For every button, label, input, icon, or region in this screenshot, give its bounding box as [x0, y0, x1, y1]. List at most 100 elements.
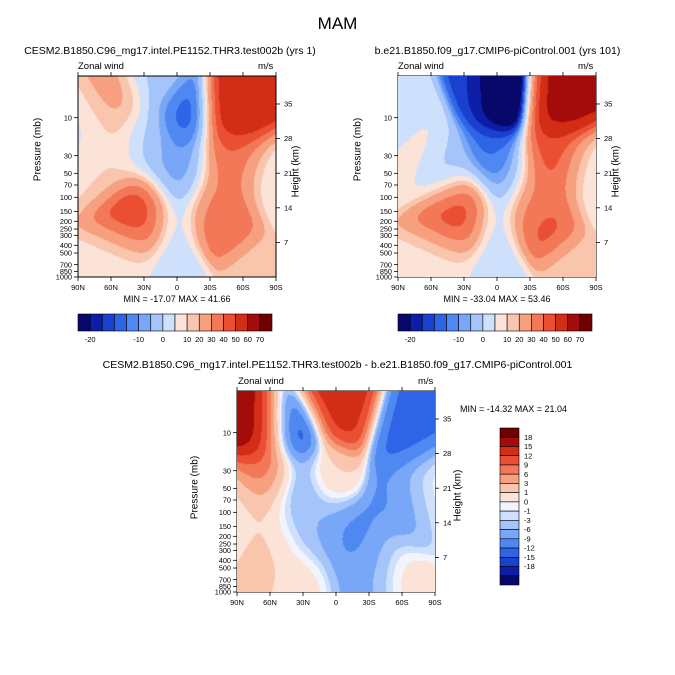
panel2-colorbar-label: -20	[405, 335, 416, 344]
panel3-ytick-label: 100	[219, 508, 231, 517]
panel3-y2tick-label: 21	[443, 484, 451, 493]
panel1-colorbar-swatch	[235, 313, 249, 332]
panel2-colorbar-swatch	[458, 313, 472, 332]
panel1-colorbar-swatch	[150, 313, 164, 332]
panel1-ytick-label: 300	[60, 231, 72, 240]
panel1-colorbar-label: 70	[256, 335, 264, 344]
panel3-ytick-label: 850	[219, 582, 231, 591]
panel1-ytick-label: 10	[64, 113, 72, 122]
panel3-colorbar-label: 9	[524, 461, 528, 470]
panel3-ytick-label: 300	[219, 546, 231, 555]
panel2-xtick-label: 60S	[556, 283, 569, 292]
panel3-colorbar-swatch	[499, 427, 520, 438]
panel2-colorbar-label: 70	[576, 335, 584, 344]
panel3-colorbar-swatch	[499, 436, 520, 447]
panel1-xtick-label: 0	[175, 283, 179, 292]
panel3-colorbar-label: -3	[524, 516, 531, 525]
panel3-colorbar-label: -12	[524, 544, 535, 553]
panel2-colorbar-label: 20	[515, 335, 523, 344]
panel1-ytick-label: 50	[64, 169, 72, 178]
panel3-minmax: MIN = -14.32 MAX = 21.04	[460, 404, 568, 414]
panel3-var-label: Zonal wind	[238, 376, 284, 387]
panel1-colorbar-swatch	[223, 313, 236, 332]
panel1-ytick-label: 250	[60, 225, 72, 234]
panel3-colorbar-swatch	[499, 483, 520, 493]
panel2-colorbar-swatch	[434, 313, 447, 332]
panel3-units: m/s	[418, 376, 434, 387]
panel2-units: m/s	[578, 61, 594, 72]
panel2-xtick-label: 60N	[424, 283, 438, 292]
panel1-colorbar-swatch	[211, 313, 224, 332]
panel2-ytick-label: 700	[380, 260, 392, 269]
panel2-colorbar-swatch	[409, 313, 423, 332]
panel1-xtick-label: 30S	[203, 283, 216, 292]
panel1-colorbar-label: 20	[195, 335, 203, 344]
panel3-colorbar-label: 18	[524, 433, 532, 442]
panel3-title: CESM2.B1850.C96_mg17.intel.PE1152.THR3.t…	[102, 359, 573, 371]
panel3-colorbar-label: 12	[524, 451, 532, 460]
panel3-colorbar-label: -6	[524, 525, 531, 534]
panel2-ytick-label: 1000	[376, 273, 392, 282]
panel2-xtick-label: 30S	[523, 283, 536, 292]
panel1-colorbar-label: 50	[231, 335, 239, 344]
panel2-colorbar-label: 0	[481, 335, 485, 344]
panel3-y2tick-label: 35	[443, 415, 451, 424]
panel3-colorbar-swatch	[499, 529, 520, 540]
panel3-colorbar-label: 1	[524, 488, 528, 497]
panel2-colorbar-swatch	[470, 313, 484, 332]
panel1-colorbar-swatch	[174, 313, 188, 332]
panel3-xtick-label: 90S	[428, 598, 441, 607]
panel3-colorbar-swatch	[499, 464, 520, 475]
panel1-units: m/s	[258, 61, 274, 72]
panel3-colorbar-swatch	[499, 538, 520, 549]
panel3-xtick-label: 30N	[296, 598, 310, 607]
panel3-ytick-label: 50	[223, 484, 231, 493]
panel1-colorbar-label: -20	[85, 335, 96, 344]
panel2-colorbar-swatch	[397, 313, 411, 332]
panel3-ytick-label: 30	[223, 466, 231, 475]
panel1-colorbar-swatch	[186, 313, 200, 332]
panel3-colorbar-swatch	[499, 575, 520, 586]
panel1-colorbar-label: 60	[244, 335, 252, 344]
panel2-colorbar-swatch	[421, 313, 435, 332]
panel3-colorbar-label: -1	[524, 507, 531, 516]
panel3-colorbar-label: 15	[524, 442, 532, 451]
panel2-colorbar-swatch	[531, 313, 544, 332]
panel2-y2tick-label: 7	[604, 238, 608, 247]
panel3-ytick-label: 250	[219, 540, 231, 549]
panel2-ytick-label: 100	[380, 193, 392, 202]
panel1-xtick-label: 30N	[137, 283, 151, 292]
panel1-colorbar-label: -10	[133, 335, 144, 344]
panel2-colorbar-swatch	[482, 313, 496, 332]
panel3-colorbar-label: 6	[524, 470, 528, 479]
panel3-xtick-label: 60S	[395, 598, 408, 607]
panel2-ytick-label: 10	[384, 113, 392, 122]
panel1-colorbar-swatch	[247, 313, 261, 332]
panel1-ytick-label: 1000	[56, 273, 72, 282]
panel3-colorbar-label: 0	[524, 497, 528, 506]
panel3-ytick-label: 150	[219, 522, 231, 531]
panel1-minmax: MIN = -17.07 MAX = 41.66	[123, 294, 231, 304]
panel2-colorbar-label: 30	[527, 335, 535, 344]
panel1-ytick-label: 200	[60, 217, 72, 226]
panel2-ytick-label: 50	[384, 169, 392, 178]
panel2-ylabel: Pressure (mb)	[352, 117, 364, 182]
figure-title: MAM	[317, 14, 358, 33]
panel3-colorbar-swatch	[499, 446, 520, 457]
panel3-colorbar-label: -15	[524, 553, 535, 562]
panel3-ytick-label: 400	[219, 556, 231, 565]
panel2-y2label: Height (km)	[610, 145, 622, 198]
panel2-colorbar-swatch	[506, 313, 520, 332]
panel3-colorbar-label: 3	[524, 479, 528, 488]
panel2-contour-field	[398, 76, 596, 277]
panel2-ytick-label: 250	[380, 225, 392, 234]
panel1-ytick-label: 850	[60, 267, 72, 276]
panel1-ytick-label: 700	[60, 260, 72, 269]
panel1-colorbar-label: 0	[161, 335, 165, 344]
panel2-xtick-label: 0	[495, 283, 499, 292]
panel2-colorbar-swatch	[494, 313, 508, 332]
panel2-colorbar-label: 50	[551, 335, 559, 344]
panel3-ylabel: Pressure (mb)	[189, 455, 201, 520]
panel3-xtick-label: 90N	[230, 598, 244, 607]
panel1-var-label: Zonal wind	[78, 61, 124, 72]
